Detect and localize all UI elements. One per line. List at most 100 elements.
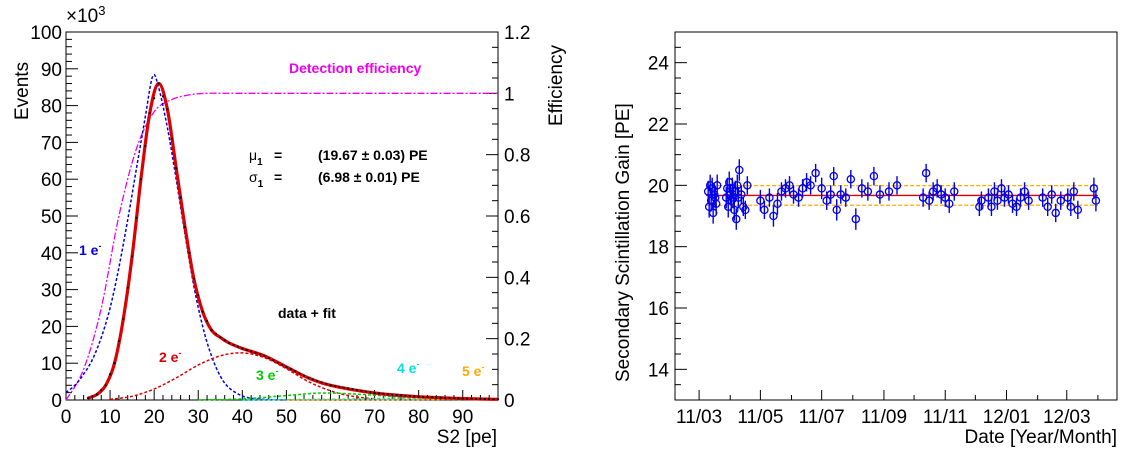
- data-point: [452, 397, 456, 400]
- point-marker: [1056, 196, 1065, 205]
- data-point: [851, 208, 861, 230]
- data-point: [382, 392, 385, 395]
- y2-tick-label: 1: [504, 84, 515, 105]
- point-marker: [1043, 202, 1052, 212]
- point-marker: [1073, 205, 1083, 215]
- data-point: [170, 137, 173, 140]
- data-point: [769, 205, 778, 227]
- x-axis-title-right: Date [Year/Month]: [965, 427, 1117, 448]
- label-3e: 3 e-: [256, 366, 278, 383]
- data-point: [139, 178, 143, 181]
- point-marker: [829, 171, 838, 181]
- point-marker: [841, 193, 851, 202]
- data-point: [743, 176, 752, 195]
- data-point: [214, 332, 217, 335]
- data-point: [1073, 200, 1083, 220]
- data-point: [135, 216, 138, 219]
- data-point: [391, 393, 394, 396]
- y-axis-ticks-right: 14 16 18 20 22 24: [648, 46, 687, 386]
- data-point: [488, 397, 491, 401]
- data-point: [245, 348, 248, 352]
- point-marker: [987, 202, 996, 212]
- mu-symbol: μ: [249, 147, 257, 163]
- data-point: [826, 185, 835, 204]
- x-tick-label-right: 11/09: [861, 407, 907, 428]
- data-point: [944, 194, 954, 213]
- y-tick-label: 40: [41, 244, 62, 265]
- point-marker: [851, 214, 861, 224]
- data-point: [272, 359, 275, 362]
- data-point: [320, 381, 323, 384]
- label-2e-text: 2 e: [159, 349, 179, 365]
- data-point: [426, 395, 429, 399]
- data-point: [496, 398, 500, 401]
- y2-tick-label: 0: [504, 391, 515, 412]
- plot-frame-right: [674, 31, 1118, 401]
- data-point: [712, 174, 722, 197]
- y-axis-ticks: 0 10 20 30 40 50 60 70 80 90 100: [30, 23, 78, 412]
- y2-tick-label: 0.4: [504, 268, 531, 289]
- data-point: [302, 374, 306, 377]
- x-tick-label: 30: [188, 407, 209, 428]
- data-point: [210, 328, 213, 332]
- label-3e-text: 3 e: [256, 367, 276, 383]
- data-point: [1056, 191, 1065, 210]
- data-point: [439, 396, 442, 399]
- data-point: [289, 367, 292, 371]
- data-point: [399, 394, 403, 397]
- data-point: [298, 372, 301, 375]
- data-point: [267, 356, 270, 360]
- data-point: [324, 382, 328, 385]
- data-point: [977, 191, 986, 210]
- data-point: [884, 182, 894, 201]
- y-tick-label: 20: [41, 317, 62, 338]
- point-marker: [811, 168, 820, 178]
- data-point: [817, 177, 826, 200]
- x-tick-label-right: 12/01: [983, 407, 1031, 428]
- point-marker: [1024, 196, 1033, 205]
- data-points: [703, 159, 1101, 230]
- data-point: [466, 397, 469, 400]
- data-point: [223, 339, 226, 342]
- y-tick-label-right: 18: [648, 238, 669, 259]
- label-5e: 5 e-: [462, 362, 484, 379]
- data-point: [1047, 185, 1056, 204]
- label-1e-sup: -: [98, 241, 101, 251]
- x-tick-label: 50: [276, 407, 297, 428]
- label-5e-sup: -: [481, 362, 484, 372]
- data-point: [806, 176, 815, 195]
- data-point: [430, 396, 433, 399]
- point-marker: [743, 181, 752, 190]
- data-point: [369, 391, 372, 394]
- data-point: [461, 397, 464, 400]
- label-4e-text: 4 e: [397, 360, 417, 376]
- point-marker: [1047, 190, 1056, 199]
- point-marker: [769, 211, 778, 221]
- data-point: [294, 370, 297, 373]
- data-point: [1091, 189, 1101, 212]
- data-point: [201, 310, 204, 313]
- y-multiplier-base: ×10: [66, 6, 98, 27]
- data-point: [232, 343, 235, 346]
- data-point: [285, 365, 288, 368]
- x-tick-label: 40: [232, 407, 253, 428]
- data-point: [993, 191, 1002, 210]
- efficiency-curve: [65, 92, 498, 401]
- point-marker: [806, 181, 815, 190]
- point-marker: [869, 171, 879, 181]
- data-point: [756, 189, 765, 212]
- point-marker: [884, 187, 894, 196]
- data-point: [329, 384, 332, 387]
- data-point: [355, 388, 359, 392]
- data-point: [117, 340, 120, 343]
- sigma-annotation: σ1 = (6.98 ± 0.01) PE: [249, 169, 420, 190]
- data-point: [841, 188, 851, 207]
- y2-tick-label: 1.2: [504, 23, 530, 44]
- data-point: [773, 193, 782, 215]
- x-axis-ticks-right: 11/03 11/05 11/07 11/09 11/11 12/01 12/03: [676, 390, 1099, 428]
- mu-equals: =: [274, 147, 282, 163]
- data-point: [1069, 182, 1079, 201]
- y-tick-label: 10: [41, 354, 62, 375]
- data-point: [829, 166, 838, 186]
- reference-lines: [706, 184, 1098, 206]
